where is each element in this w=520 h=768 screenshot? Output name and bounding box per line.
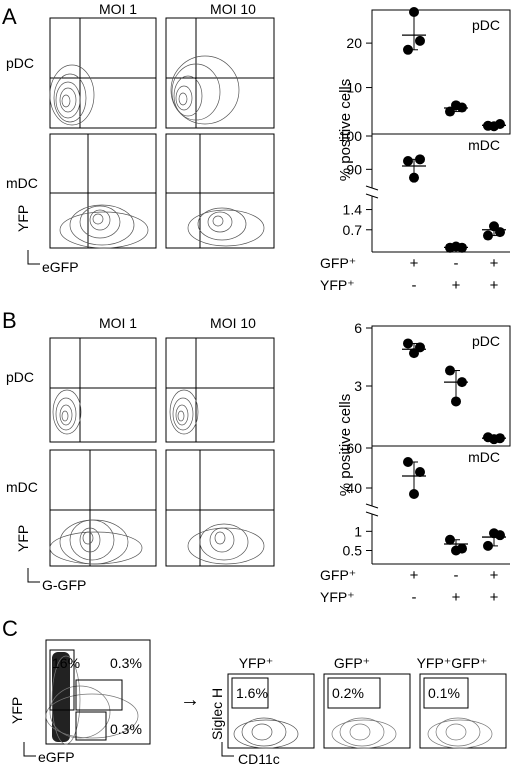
panel-b-chart-mdc-label: mDC [468,449,500,465]
panel-a-gfp-label: GFP⁺ [320,255,356,271]
B-tick-label-1-1: 60 [346,440,362,456]
panel-a-category-marks: + - + - + + [410,255,499,294]
panel-a-col-moi10: MOI 10 [210,1,256,17]
B-point-0-0-0 [403,338,413,349]
B-tick-label-0-0: 3 [354,378,362,394]
B-point-1-0-0 [403,457,413,467]
panel-b-flow-plots [49,337,275,567]
panel-c-pct-gfp: 0.2% [332,685,364,701]
panel-c-gate-gfp: 0.3% [110,721,142,737]
A-cat-mark-0-1: - [454,255,459,272]
panel-a-summary-chart: 10 20 90 100 0.7 1.4 [339,7,511,253]
panel-b-ylabel: % positive cells [337,394,354,497]
panel-b-yfp-label: YFP⁺ [320,589,355,605]
panel-c-title-gfp: GFP⁺ [334,655,370,671]
B-tick-label-0-1: 6 [354,320,362,336]
A-cat-mark-1-0: - [412,277,417,294]
panel-a-col-moi1: MOI 1 [99,1,137,17]
panel-b-col-moi1: MOI 1 [99,315,137,331]
panel-c-gate-yfp: 16% [52,655,80,671]
A-point-1-0-1 [415,154,425,165]
A-cat-mark-0-2: + [490,255,499,272]
A-point-0-1-0 [445,106,455,117]
A-tick-label-2-0: 0.7 [343,222,363,238]
panel-a-row-pdc: pDC [6,55,34,71]
panel-a-flow-plots [49,17,275,249]
B-cat-mark-0-2: + [490,567,499,584]
panel-a-chart-pdc-label: pDC [472,17,500,33]
B-cat-mark-1-2: + [490,589,499,606]
panel-c-pct-yfp: 1.6% [236,685,268,701]
panel-b-col-moi10: MOI 10 [210,315,256,331]
A-tick-label-0-1: 20 [346,35,362,51]
B-tick-label-2-0: 0.5 [343,543,363,559]
panel-a-data-marks: 10 20 90 100 0.7 1.4 [339,7,506,253]
panel-c-title-double: YFP⁺GFP⁺ [417,655,488,671]
panel-b-letter: B [2,308,17,333]
A-cat-mark-0-0: + [410,255,419,272]
panel-b-row-pdc: pDC [6,369,34,385]
panel-a-letter: A [2,4,17,29]
panel-c-sub-axis-arrows [221,742,234,757]
A-point-1-0-0 [403,156,413,166]
B-tick-label-2-1: 1 [354,523,362,539]
panel-a-xaxis-egfp: eGFP [42,259,79,275]
B-point-0-1-0 [445,365,455,376]
panel-b-chart-pdc-label: pDC [472,333,500,349]
B-tick-label-1-0: 40 [346,480,362,496]
panel-a-axis-arrows [27,250,40,265]
B-cat-mark-1-1: + [452,589,461,606]
panel-b-gfp-label: GFP⁺ [320,567,356,583]
panel-b-data-marks: 3 6 40 60 0.5 1 [343,320,506,559]
panel-c-yaxis-siglec: Siglec H [209,688,225,740]
panel-b-summary-chart: 3 6 40 60 0.5 1 [343,320,511,565]
panel-c-letter: C [2,616,18,641]
panel-c-yaxis-yfp: YFP [9,697,25,724]
A-cat-mark-1-1: + [452,277,461,294]
B-cat-mark-1-0: - [412,589,417,606]
arrow-icon: → [180,689,200,711]
panel-b-row-mdc: mDC [6,479,38,495]
panel-b-category-marks: + - + - + + [410,567,499,606]
panel-c-gate-double: 0.3% [110,655,142,671]
A-point-2-1-0 [483,230,493,241]
panel-a-yfp-label: YFP⁺ [320,277,355,293]
panel-c-left-axis-arrows [23,742,36,757]
panel-b-yaxis-yfp: YFP [15,525,31,552]
B-point-1-0-1 [415,467,425,477]
panel-c-xaxis-egfp: eGFP [38,749,75,765]
B-cat-mark-0-1: - [454,567,459,584]
B-cat-mark-0-0: + [410,567,419,584]
B-point-2-0-0 [445,534,455,545]
panel-c-left-plot [45,639,151,745]
A-cat-mark-1-2: + [490,277,499,294]
B-point-2-1-0 [483,540,493,551]
A-tick-label-2-1: 1.4 [343,202,363,218]
panel-a-yaxis-yfp: YFP [15,205,31,232]
panel-c-sub-plots [227,673,507,749]
panel-c-title-yfp: YFP⁺ [239,655,274,671]
A-tick-label-0-0: 10 [346,80,362,96]
panel-b-axis-arrows [27,568,40,583]
panel-b-xaxis-ggfp: G-GFP [42,577,86,593]
panel-c-pct-double: 0.1% [428,685,460,701]
A-tick-label-1-1: 100 [339,128,363,144]
panel-c-xaxis-cd11c: CD11c [238,751,280,767]
panel-a-ylabel: % positive cells [337,79,354,182]
A-point-0-0-0 [403,44,413,55]
panel-a-chart-mdc-label: mDC [468,137,500,153]
panel-a-row-mdc: mDC [6,175,38,191]
A-point-0-0-1 [415,35,425,46]
A-tick-label-1-0: 90 [346,161,362,177]
